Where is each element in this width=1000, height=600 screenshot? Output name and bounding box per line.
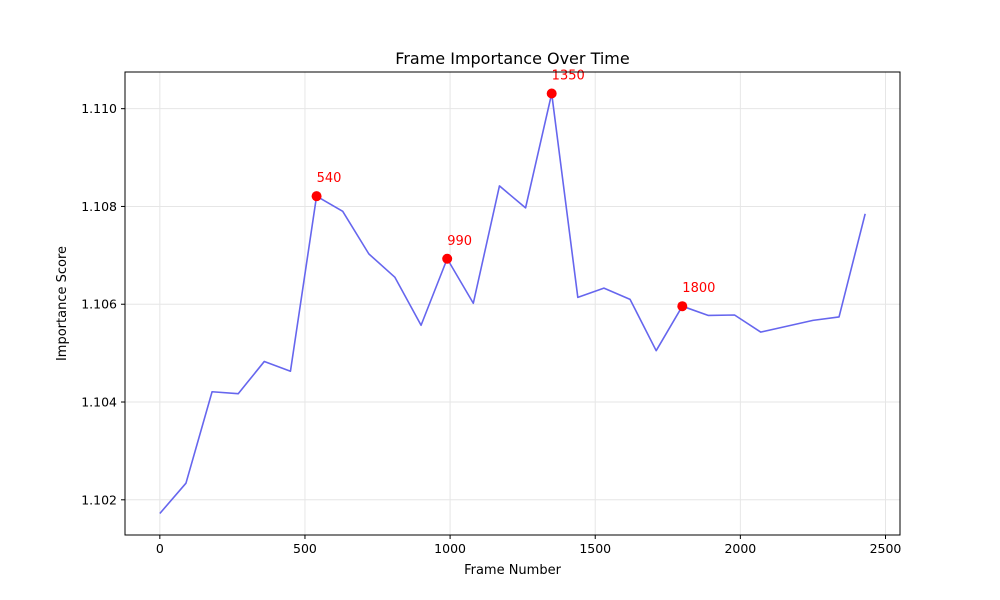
y-axis-label: Importance Score bbox=[55, 246, 70, 361]
peak-label: 540 bbox=[317, 171, 342, 186]
x-axis-ticks: 0 500 1000 1500 2000 2500 bbox=[156, 535, 902, 556]
y-tick-label: 1.104 bbox=[81, 395, 117, 410]
chart-title: Frame Importance Over Time bbox=[395, 49, 629, 68]
x-tick-label: 0 bbox=[156, 541, 164, 556]
x-axis-label: Frame Number bbox=[464, 563, 562, 578]
peak-label: 1350 bbox=[552, 69, 585, 84]
series-line-group bbox=[159, 92, 866, 515]
peak-marker bbox=[311, 191, 322, 202]
x-tick-label: 2000 bbox=[724, 541, 756, 556]
peak-marker bbox=[546, 88, 557, 99]
plot-frame bbox=[124, 71, 901, 536]
grid bbox=[125, 72, 900, 535]
y-tick-label: 1.106 bbox=[81, 297, 117, 312]
peak-marker bbox=[442, 253, 453, 264]
y-tick-label: 1.110 bbox=[81, 101, 117, 116]
x-tick-label: 500 bbox=[293, 541, 317, 556]
importance-series-line bbox=[159, 92, 866, 515]
y-axis-ticks: 1.102 1.104 1.106 1.108 1.110 bbox=[81, 101, 125, 507]
x-tick-label: 1500 bbox=[579, 541, 611, 556]
y-tick-label: 1.102 bbox=[81, 492, 117, 507]
peak-markers: 540 990 1350 1800 bbox=[311, 69, 715, 312]
peak-label: 990 bbox=[447, 234, 472, 249]
x-tick-label: 2500 bbox=[870, 541, 902, 556]
y-tick-label: 1.108 bbox=[81, 199, 117, 214]
x-tick-label: 1000 bbox=[434, 541, 466, 556]
peak-label: 1800 bbox=[682, 281, 715, 296]
peak-marker bbox=[677, 301, 688, 312]
